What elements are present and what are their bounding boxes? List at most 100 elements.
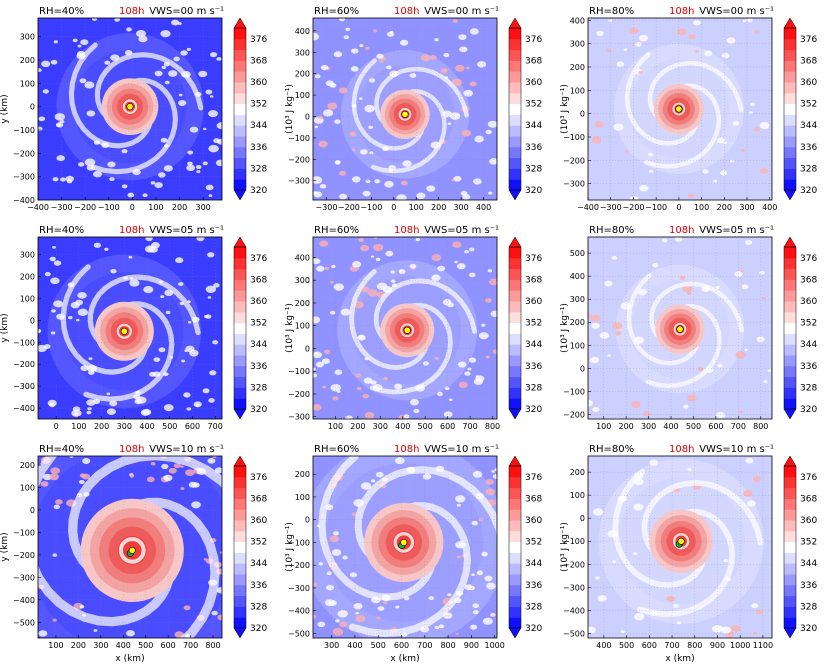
colorbar-segment bbox=[234, 617, 246, 629]
cloud-cell bbox=[168, 467, 177, 474]
axes-frame bbox=[587, 17, 773, 201]
heatmap-field bbox=[588, 18, 772, 200]
x-tick-label: 200 bbox=[350, 422, 365, 431]
colorbar-frame bbox=[233, 246, 247, 410]
colorbar-segment bbox=[509, 38, 521, 51]
y-tick-label: 100 bbox=[570, 86, 585, 95]
colorbar-tick-label: 352 bbox=[250, 538, 267, 548]
x-tick-label: 200 bbox=[619, 422, 634, 431]
cloud-cell bbox=[154, 182, 163, 189]
cloud-cell bbox=[333, 531, 339, 536]
colorbar: 320 328 336 344 352 360 368 376 (10³ J kg⁻¹) bbox=[508, 17, 570, 201]
cloud-cell bbox=[52, 177, 59, 182]
colorbar-tick-label: 344 bbox=[525, 559, 542, 569]
cloud-cell bbox=[687, 467, 692, 471]
panel-title-rh: RH=60% bbox=[314, 225, 359, 236]
colorbar-frame bbox=[783, 27, 797, 191]
panel-title-rh: RH=40% bbox=[39, 225, 84, 236]
colorbar-segment bbox=[234, 322, 246, 334]
colorbar-segment bbox=[509, 333, 521, 345]
cloud-cell bbox=[589, 356, 599, 364]
cloud-cell bbox=[717, 363, 723, 368]
cloud-cell bbox=[735, 351, 746, 359]
cloud-cell bbox=[473, 178, 482, 185]
y-tick-label: −100 bbox=[13, 528, 35, 537]
y-tick-label: −400 bbox=[13, 404, 35, 413]
colorbar-segment bbox=[784, 311, 796, 324]
cloud-cell bbox=[75, 318, 80, 322]
cloud-cell bbox=[643, 411, 652, 417]
colorbar-label: (10³ J kg⁻¹) bbox=[560, 522, 570, 572]
cloud-cell bbox=[333, 283, 345, 291]
cloud-cell bbox=[72, 406, 81, 412]
cloud-cell bbox=[422, 361, 429, 366]
colorbar-segment bbox=[784, 290, 796, 302]
colorbar-segment bbox=[234, 595, 246, 607]
cloud-cell bbox=[74, 412, 79, 416]
colorbar-tick-label: 368 bbox=[800, 494, 817, 504]
cloud-cell bbox=[210, 52, 218, 58]
cloud-cell bbox=[337, 610, 348, 618]
cloud-cell bbox=[615, 331, 622, 336]
colorbar-segment bbox=[509, 114, 521, 126]
y-tick-label: −200 bbox=[288, 390, 310, 399]
cloud-cell bbox=[349, 131, 357, 137]
heatmap-field bbox=[313, 456, 497, 638]
panel-1: −400 −300 −200 −100 0 100 200 300−400−300−200−1… bbox=[0, 6, 295, 212]
eyewall bbox=[400, 323, 415, 338]
cloud-cell bbox=[329, 310, 336, 315]
cloud-cell bbox=[720, 626, 732, 634]
cloud-cell bbox=[338, 18, 346, 22]
cloud-cell bbox=[481, 551, 488, 557]
cloud-cell bbox=[121, 184, 128, 189]
panel-title-time: 108h bbox=[669, 225, 694, 236]
colorbar-segment bbox=[509, 355, 521, 367]
cloud-cell bbox=[342, 555, 348, 560]
cloud-cell bbox=[474, 135, 484, 143]
cloud-cell bbox=[163, 404, 174, 412]
x-tick-label: 700 bbox=[183, 641, 198, 650]
colorbar: 320 328 336 344 352 360 368 376 (10³ J kg⁻¹) bbox=[508, 455, 570, 639]
cloud-cell bbox=[487, 269, 493, 273]
x-tick-label: 600 bbox=[185, 422, 200, 431]
cloud-cell bbox=[697, 367, 704, 372]
colorbar-segment bbox=[234, 179, 246, 191]
cloud-cell bbox=[399, 39, 409, 46]
colorbar-segment bbox=[509, 247, 521, 259]
colorbar-segment bbox=[509, 136, 521, 148]
cloud-cell bbox=[205, 314, 212, 319]
cloud-cell bbox=[360, 149, 368, 155]
y-tick-label: −300 bbox=[288, 177, 310, 186]
cloud-cell bbox=[41, 60, 51, 68]
cloud-cell bbox=[455, 632, 459, 636]
cloud-cell bbox=[187, 320, 192, 324]
x-tick-label: 100 bbox=[148, 203, 163, 212]
cloud-cell bbox=[324, 349, 331, 355]
panel-title-vws: VWS=00 m s⁻¹ bbox=[149, 6, 224, 17]
cloud-cell bbox=[400, 180, 408, 186]
cloud-cell bbox=[596, 30, 604, 37]
colorbar-segment bbox=[234, 487, 246, 499]
panel-title-time: 108h bbox=[669, 444, 694, 455]
cloud-cell bbox=[69, 456, 74, 458]
y-tick-label: −100 bbox=[13, 126, 35, 135]
colorbar-segment bbox=[784, 498, 796, 510]
cloud-cell bbox=[490, 613, 496, 617]
cloud-cell bbox=[329, 83, 337, 88]
colorbar-tick-label: 360 bbox=[250, 516, 267, 526]
cloud-cell bbox=[161, 65, 166, 70]
cloud-cell bbox=[759, 121, 770, 129]
cloud-cell bbox=[332, 396, 339, 401]
colorbar-segment bbox=[784, 574, 796, 586]
cloud-cell bbox=[452, 241, 462, 248]
cloud-cell bbox=[743, 490, 753, 497]
cloud-cell bbox=[50, 467, 60, 475]
colorbar-tick-label: 376 bbox=[525, 473, 542, 483]
cloud-cell bbox=[203, 558, 208, 561]
cloud-cell bbox=[38, 126, 43, 132]
y-tick-label: −500 bbox=[563, 629, 585, 638]
y-tick-label: 300 bbox=[570, 295, 585, 304]
colorbar-segment bbox=[234, 60, 246, 72]
cloud-cell bbox=[189, 126, 199, 133]
axes-frame bbox=[587, 236, 773, 420]
